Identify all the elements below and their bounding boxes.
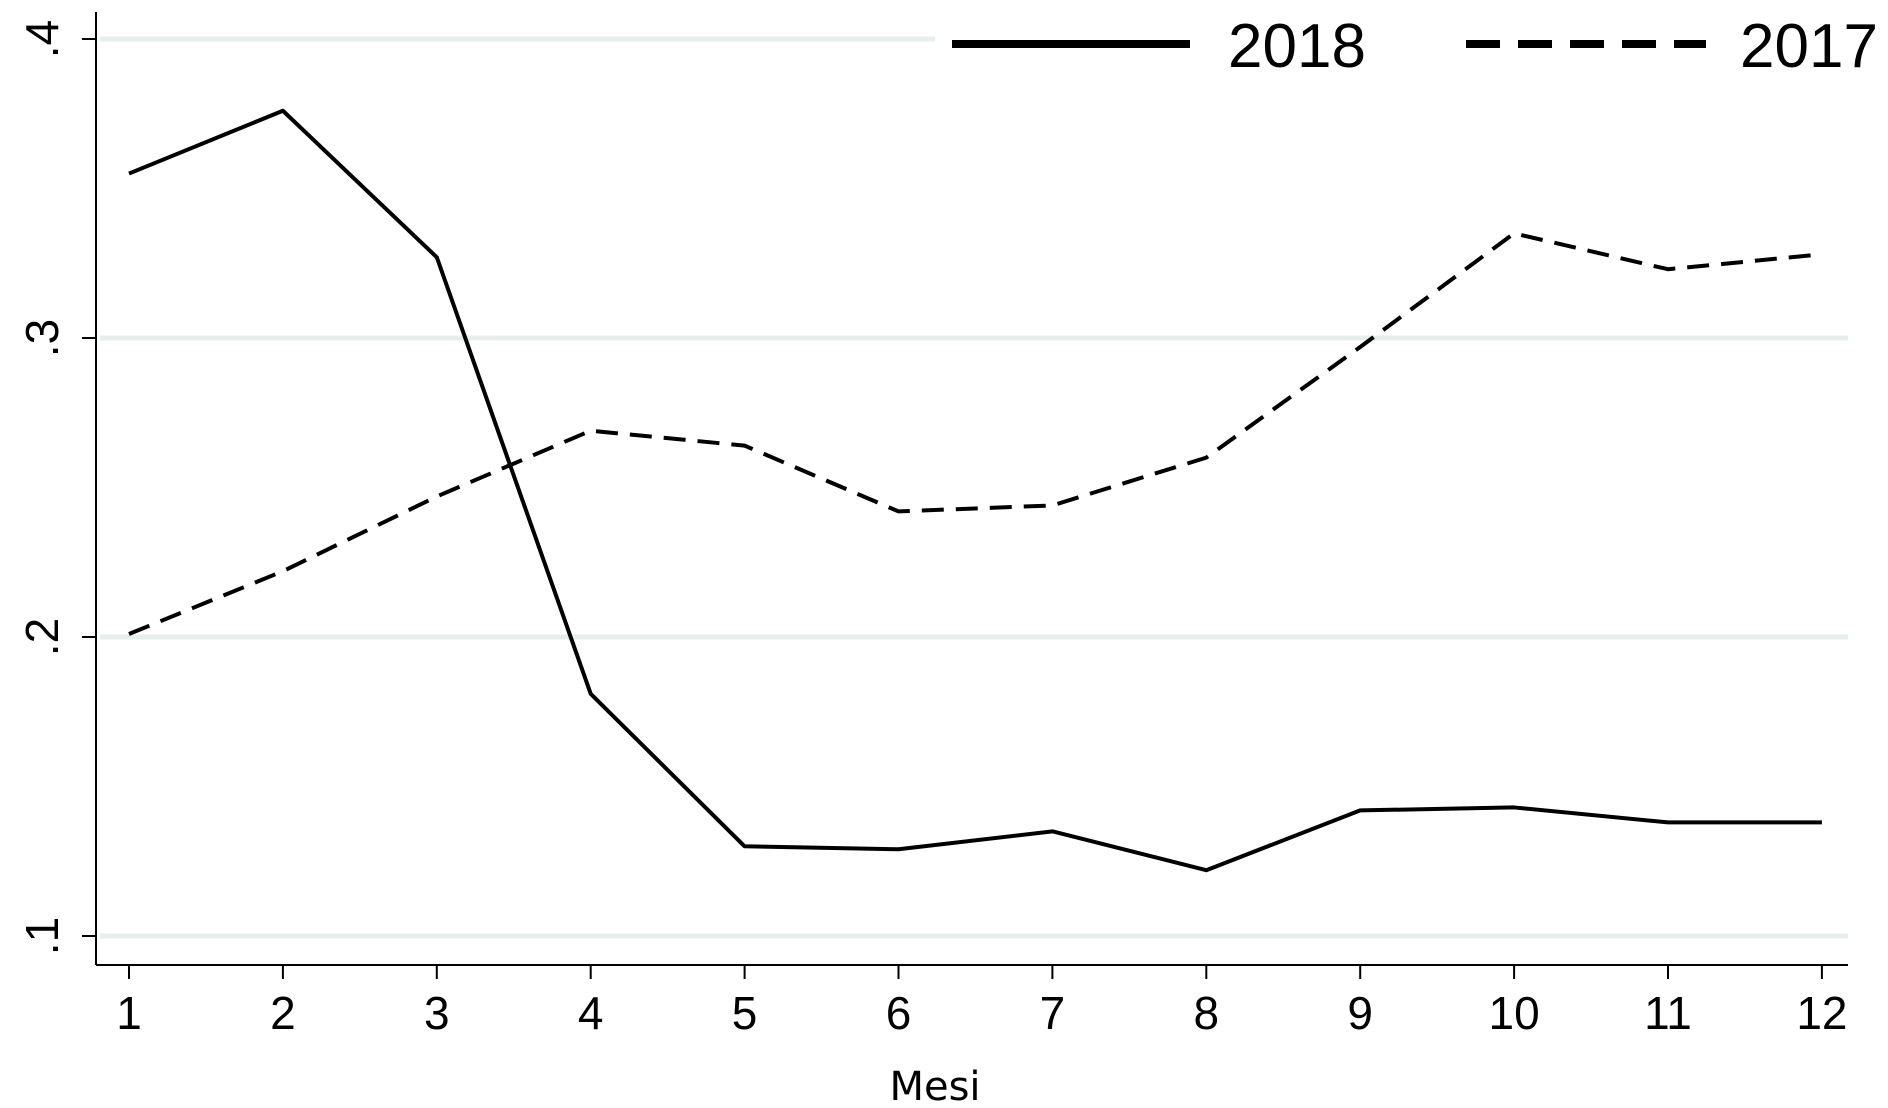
x-tick-label: 9 xyxy=(1347,987,1373,1039)
x-axis-title: Mesi xyxy=(889,1064,980,1108)
legend-background xyxy=(935,6,1888,92)
point-2018-7 xyxy=(1050,829,1054,833)
point-2018-8 xyxy=(1204,868,1208,872)
point-2017-9 xyxy=(1358,345,1362,349)
x-tick-label: 5 xyxy=(732,987,758,1039)
point-2018-5 xyxy=(743,844,747,848)
point-2018-2 xyxy=(281,109,285,113)
point-2018-9 xyxy=(1358,808,1362,812)
gridlines xyxy=(100,36,1848,939)
series-line-2017 xyxy=(128,231,1823,636)
plot-area xyxy=(127,108,1824,873)
x-tick-label: 11 xyxy=(1644,987,1692,1039)
x-tick-label: 6 xyxy=(886,987,912,1039)
point-2017-7 xyxy=(1050,503,1054,507)
axes: .1.2.3.41 2 3 4 5 6 7 8 9 10 11 12 xyxy=(16,12,1848,1039)
x-tick-label: 10 xyxy=(1489,987,1540,1039)
x-tick-label: 2 xyxy=(270,987,296,1039)
point-2018-10 xyxy=(1512,805,1516,809)
point-2018-11 xyxy=(1666,820,1670,824)
y-tick-label: .3 xyxy=(16,319,68,357)
legend-label-2018: 2018 xyxy=(1228,12,1366,81)
x-tick-label: 1 xyxy=(116,987,142,1039)
point-2018-1 xyxy=(127,172,131,176)
point-2017-4 xyxy=(589,429,593,433)
point-2017-6 xyxy=(897,509,901,513)
x-tick-label: 12 xyxy=(1796,987,1847,1039)
point-2017-8 xyxy=(1204,456,1208,460)
series-line-2018 xyxy=(128,108,1822,873)
point-2017-12 xyxy=(1820,252,1824,256)
x-tick-label: 4 xyxy=(578,987,604,1039)
y-tick-label: .2 xyxy=(16,618,68,656)
point-2018-3 xyxy=(435,255,439,259)
point-2017-3 xyxy=(435,494,439,498)
point-2017-5 xyxy=(743,444,747,448)
y-tick-label: .1 xyxy=(16,917,68,955)
legend: 2018 2017 xyxy=(935,6,1888,92)
x-tick-label: 8 xyxy=(1194,987,1220,1039)
x-tick-label: 3 xyxy=(424,987,450,1039)
point-2018-6 xyxy=(897,847,901,851)
point-2018-4 xyxy=(589,692,593,696)
legend-label-2017: 2017 xyxy=(1740,12,1878,81)
point-2018-12 xyxy=(1820,820,1824,824)
y-tick-label: .4 xyxy=(16,20,68,58)
point-2017-10 xyxy=(1512,231,1516,235)
point-2017-2 xyxy=(281,569,285,573)
point-2017-11 xyxy=(1666,267,1670,271)
x-tick-label: 7 xyxy=(1040,987,1066,1039)
point-2017-1 xyxy=(127,632,131,636)
